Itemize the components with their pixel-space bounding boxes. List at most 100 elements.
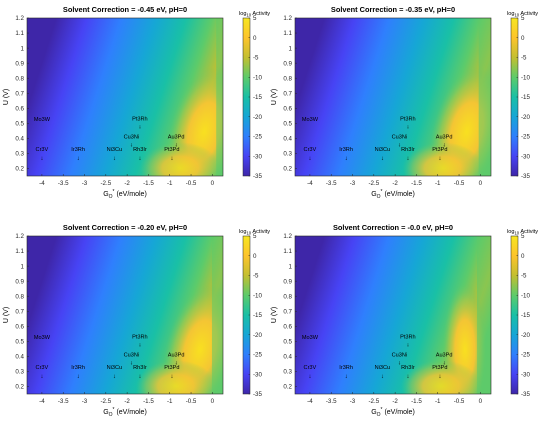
y-tick-label: 1.2: [15, 15, 24, 22]
x-axis-label-units: (eV/mole): [115, 191, 147, 198]
material-label: Ir3Rh: [339, 365, 353, 371]
material-arrow: ↓: [398, 361, 401, 367]
x-tick-label: -1.5: [143, 398, 154, 405]
material-label: Ni3Cu: [375, 147, 391, 153]
colorbar-tick-label: -25: [253, 134, 263, 141]
x-tick-label: -2: [124, 398, 130, 405]
material-label: Cr3V: [304, 365, 317, 371]
colorbar-label-rest: Activity: [519, 11, 538, 17]
x-axis-ticks: -4 -3.5 -3 -2.5 -2 -1.5 -1 -0.5 0: [307, 174, 483, 187]
material-arrow: ↓: [443, 143, 446, 149]
material-label: Ni3Cu: [375, 365, 391, 371]
x-axis-label-subscript: O: [377, 412, 381, 418]
y-tick-label: 0.8: [15, 75, 24, 82]
heatmap-right-band: [476, 236, 491, 394]
heatmap-field: [295, 236, 491, 394]
material-label: Pt3Rh: [132, 334, 148, 340]
y-tick-label: 0.4: [15, 354, 24, 361]
material-arrow: ↓: [130, 361, 133, 367]
colorbar-tick-label: -10: [253, 292, 263, 299]
material-label: Pt3Pd: [432, 147, 447, 153]
material-label: Mo3W: [302, 117, 319, 123]
material-label: Rh3Ir: [401, 147, 415, 153]
colorbar-label-rest: Activity: [251, 11, 270, 17]
material-label: Pt3Rh: [132, 116, 148, 122]
colorbar-tick-label: 0: [521, 35, 525, 42]
colorbar-tick-label: -15: [521, 94, 531, 101]
material-arrow: ↓: [406, 343, 409, 349]
x-tick-label: -3.5: [58, 398, 69, 405]
material-annotations: Cr3V↓Mo3WIr3Rh↓Ni3Cu↓Cu3Ni↓Pt3Rh↓Rh3Ir↓A…: [34, 334, 185, 380]
colorbar: 5 0 -5 -10 -15 -20 -25 -30 -35 log10 Activity: [507, 229, 538, 398]
y-tick-label: 0.6: [15, 105, 24, 112]
x-axis-label-main: G: [103, 409, 108, 416]
colorbar: 5 0 -5 -10 -15 -20 -25 -30 -35 log10 Activity: [507, 11, 538, 180]
y-tick-label: 0.7: [283, 308, 292, 315]
chart-title: Solvent Correction = -0.35 eV, pH=0: [331, 5, 455, 14]
material-arrow: ↓: [438, 156, 441, 162]
x-tick-label: -3: [350, 180, 356, 187]
x-tick-label: -2.5: [100, 180, 111, 187]
y-tick-label: 0.7: [15, 308, 24, 315]
colorbar-label-rest: Activity: [519, 229, 538, 235]
y-tick-label: 0.4: [283, 354, 292, 361]
material-arrow: ↓: [406, 125, 409, 131]
x-axis-label-units: (eV/mole): [383, 191, 415, 198]
y-axis-label: U (V): [271, 307, 278, 323]
colorbar-tick-label: -35: [253, 391, 263, 398]
colorbar-label-subscript: 10: [514, 231, 519, 236]
y-tick-label: 0.7: [283, 90, 292, 97]
y-axis-ticks: 0.2 0.3 0.4 0.5 0.6 0.7 0.8 0.9 1 1.1 1.2: [15, 15, 29, 173]
plot-frame: [26, 17, 224, 177]
material-label: Cr3V: [36, 147, 49, 153]
material-label: Ni3Cu: [107, 365, 123, 371]
material-label: Mo3W: [34, 117, 51, 123]
colorbar-tick-label: -5: [253, 273, 259, 280]
material-label: Rh3Ir: [133, 365, 147, 371]
x-axis-label: GO* (eV/mole): [371, 407, 415, 418]
y-tick-label: 0.8: [283, 75, 292, 82]
heatmap-high-activity-region: [400, 360, 481, 394]
y-tick-label: 0.5: [283, 121, 292, 128]
x-tick-label: -1: [167, 180, 173, 187]
material-label: Rh3Ir: [401, 365, 415, 371]
material-label: Ir3Rh: [71, 365, 85, 371]
heatmap-right-band: [478, 18, 491, 176]
y-axis-label: U (V): [3, 307, 10, 323]
colorbar-tick-label: 0: [521, 253, 525, 260]
material-label: Au3Pd: [168, 134, 185, 140]
material-label: Mo3W: [302, 335, 319, 341]
x-tick-label: 0: [211, 398, 215, 405]
colorbar-tick-label: -30: [253, 371, 263, 378]
x-tick-label: -0.5: [186, 398, 197, 405]
material-label: Cr3V: [36, 365, 49, 371]
material-arrow: ↓: [138, 343, 141, 349]
y-tick-label: 1.2: [15, 233, 24, 240]
y-tick-label: 0.2: [15, 166, 24, 173]
x-tick-label: -4: [39, 180, 45, 187]
x-axis-label-superscript: *: [381, 407, 383, 413]
x-axis-label: GO* (eV/mole): [103, 407, 147, 418]
plot-frame: [294, 17, 492, 177]
x-tick-label: 0: [479, 398, 483, 405]
y-tick-label: 0.3: [283, 151, 292, 158]
colorbar-tick-label: -5: [521, 273, 527, 280]
y-tick-label: 0.5: [15, 121, 24, 128]
y-tick-label: 0.3: [15, 151, 24, 158]
material-arrow: ↓: [438, 374, 441, 380]
colorbar-tick-label: -5: [521, 55, 527, 62]
x-tick-label: -2.5: [368, 398, 379, 405]
material-arrow: ↓: [113, 374, 116, 380]
colorbar-tick-label: -20: [521, 332, 531, 339]
y-tick-label: 1: [21, 45, 25, 52]
colorbar-label-subscript: 10: [246, 231, 251, 236]
colorbar-tick-label: 0: [253, 35, 257, 42]
material-annotations: Cr3V↓Mo3WIr3Rh↓Ni3Cu↓Cu3Ni↓Pt3Rh↓Rh3Ir↓A…: [302, 116, 453, 162]
material-arrow: ↓: [77, 374, 80, 380]
colorbar-label: log10 Activity: [239, 229, 270, 236]
material-label: Au3Pd: [436, 352, 453, 358]
material-label: Cu3Ni: [124, 134, 140, 140]
y-tick-label: 0.2: [15, 384, 24, 391]
material-label: Pt3Rh: [400, 334, 416, 340]
colorbar-label-subscript: 10: [246, 13, 251, 18]
